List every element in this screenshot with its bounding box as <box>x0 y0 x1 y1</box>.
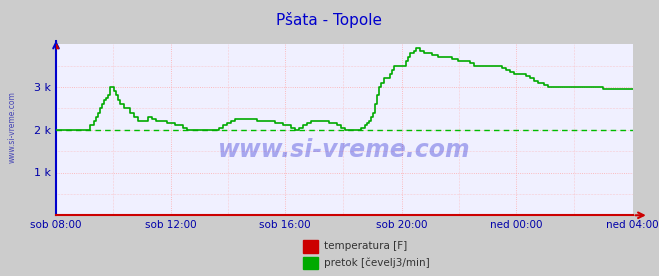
Text: pretok [čevelj3/min]: pretok [čevelj3/min] <box>324 258 430 268</box>
Text: temperatura [F]: temperatura [F] <box>324 241 407 251</box>
Text: Pšata - Topole: Pšata - Topole <box>277 12 382 28</box>
Text: www.si-vreme.com: www.si-vreme.com <box>8 91 17 163</box>
Text: www.si-vreme.com: www.si-vreme.com <box>218 138 471 162</box>
